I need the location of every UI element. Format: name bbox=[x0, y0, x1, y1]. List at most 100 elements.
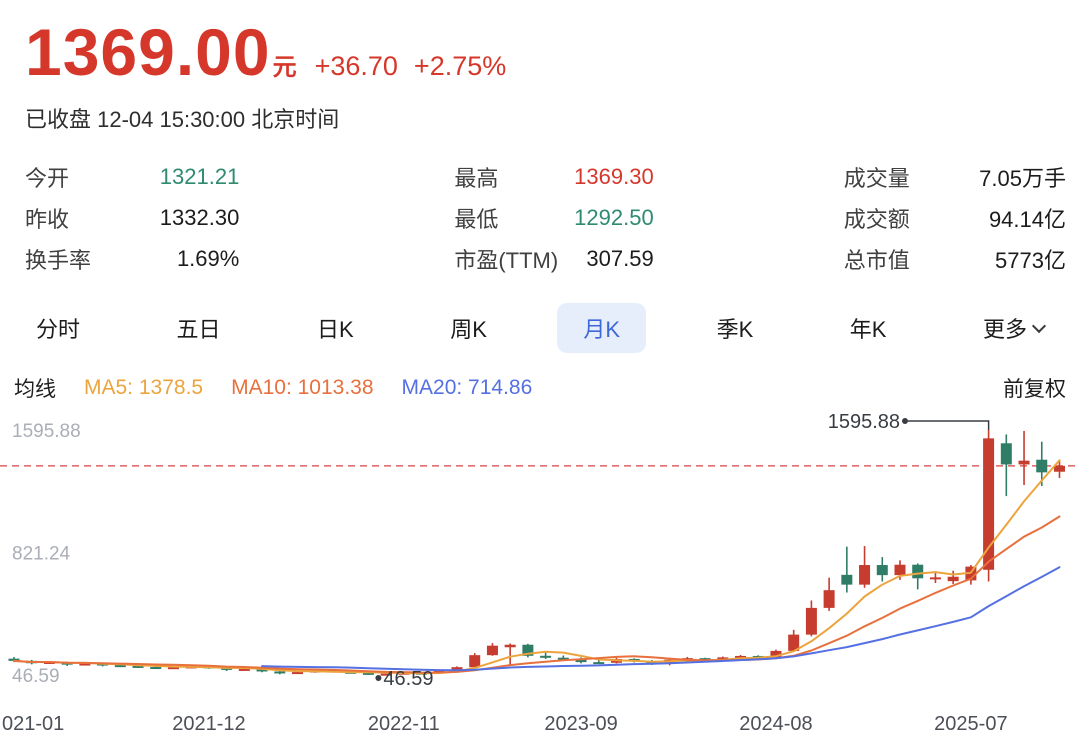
tab-label: 更多 bbox=[982, 317, 1027, 342]
kline-chart-area: 1595.88 821.24 46.59 1595.88 46.59 021-01 2021… bbox=[0, 405, 1080, 736]
x-axis-label: 2024-08 bbox=[739, 713, 812, 735]
candle-body bbox=[593, 662, 605, 665]
stat-value: 1292.50 bbox=[574, 204, 654, 230]
tab-more[interactable]: 更多 bbox=[957, 303, 1070, 353]
tab-label: 年K bbox=[849, 317, 887, 342]
stat-column: 今开 1321.21 昨收 1332.30 换手率 1.69% bbox=[25, 156, 239, 279]
quote-header: 1369.00 元 +36.70 +2.75% 已收盘 12-04 15:30:… bbox=[0, 0, 1080, 134]
candle-body bbox=[894, 564, 906, 576]
candle-body bbox=[451, 667, 463, 671]
stat-value: 1.69% bbox=[176, 245, 240, 271]
candle-body bbox=[1036, 459, 1048, 473]
tab-weekly-k[interactable]: 周K bbox=[424, 303, 513, 353]
stat-column: 最高 1369.30 最低 1292.50 市盈(TTM) 307.59 bbox=[454, 156, 653, 279]
ma-legend-title: 均线 bbox=[14, 378, 56, 401]
candle-body bbox=[522, 644, 534, 656]
tab-minute[interactable]: 分时 bbox=[10, 303, 106, 353]
stat-row: 最低 1292.50 bbox=[454, 197, 653, 238]
tab-label: 分时 bbox=[36, 317, 81, 342]
stat-label: 最高 bbox=[454, 165, 499, 191]
stat-row: 市盈(TTM) 307.59 bbox=[454, 238, 653, 279]
tab-daily-k[interactable]: 日K bbox=[291, 303, 380, 353]
stat-value: 307.59 bbox=[586, 245, 654, 271]
price-change-percent: +2.75% bbox=[413, 51, 507, 81]
currency-unit: 元 bbox=[272, 54, 297, 81]
stat-label: 总市值 bbox=[843, 247, 910, 273]
price-axis-label: 1595.88 bbox=[12, 421, 81, 442]
candle-body bbox=[1018, 460, 1030, 465]
candle-body bbox=[362, 672, 374, 675]
price-axis-label: 821.24 bbox=[12, 543, 71, 564]
candle-body bbox=[1053, 465, 1065, 472]
candle-body bbox=[79, 663, 91, 666]
candle-body bbox=[469, 655, 481, 668]
candle-body bbox=[256, 668, 268, 672]
ma20-line bbox=[261, 566, 1061, 672]
candle-body bbox=[947, 576, 959, 582]
candle-body bbox=[1000, 443, 1012, 465]
candle-body bbox=[167, 667, 179, 670]
stat-label: 今开 bbox=[25, 165, 70, 191]
price-axis-label: 46.59 bbox=[12, 666, 60, 687]
stat-row: 换手率 1.69% bbox=[25, 238, 239, 279]
candle-body bbox=[380, 673, 392, 676]
stat-row: 成交量 7.05万手 bbox=[844, 156, 1066, 197]
x-axis-label: 2023-09 bbox=[544, 713, 617, 735]
stat-label: 市盈(TTM) bbox=[454, 247, 559, 273]
candle-body bbox=[823, 590, 835, 608]
price-adjustment-toggle[interactable]: 前复权 bbox=[1003, 378, 1066, 401]
high-annotation-dot bbox=[902, 418, 908, 424]
tab-monthly-k[interactable]: 月K bbox=[557, 303, 647, 353]
candle-body bbox=[274, 671, 286, 674]
tab-label: 月K bbox=[583, 317, 621, 342]
candle-body bbox=[841, 574, 853, 585]
chart-period-tabs: 分时 五日 日K 周K 月K 季K 年K 更多 bbox=[0, 303, 1080, 353]
candle-body bbox=[770, 650, 782, 658]
tab-label: 季K bbox=[716, 317, 754, 342]
current-price: 1369.00 bbox=[25, 15, 271, 89]
tab-quarterly-k[interactable]: 季K bbox=[691, 303, 780, 353]
candle-body bbox=[486, 645, 498, 656]
candle-body bbox=[805, 607, 817, 635]
candle-body bbox=[150, 667, 162, 670]
stat-value: 7.05万手 bbox=[979, 165, 1066, 191]
stat-label: 成交额 bbox=[843, 206, 910, 232]
tab-yearly-k[interactable]: 年K bbox=[824, 303, 913, 353]
candle-body bbox=[859, 565, 871, 585]
candle-body bbox=[238, 668, 250, 671]
ma10-line bbox=[13, 515, 1061, 674]
candle-body bbox=[575, 659, 587, 663]
stat-label: 最低 bbox=[454, 206, 499, 232]
x-axis-label: 2022-11 bbox=[368, 713, 440, 735]
candle-body bbox=[912, 564, 924, 579]
candle-body bbox=[735, 655, 747, 658]
stat-value: 1369.30 bbox=[574, 163, 654, 189]
candle-body bbox=[983, 438, 995, 570]
stat-label: 换手率 bbox=[25, 247, 92, 273]
price-change: +36.70 bbox=[314, 51, 398, 81]
candle-body bbox=[504, 644, 516, 648]
candle-body bbox=[717, 657, 729, 660]
tab-label: 日K bbox=[317, 317, 354, 342]
candle-body bbox=[540, 655, 552, 658]
tab-5day[interactable]: 五日 bbox=[151, 303, 247, 353]
candle-body bbox=[8, 658, 20, 661]
high-annotation-leader bbox=[908, 420, 990, 430]
candle-body bbox=[132, 665, 144, 668]
stat-row: 成交额 94.14亿 bbox=[844, 197, 1066, 238]
high-annotation: 1595.88 bbox=[828, 411, 900, 433]
stat-value: 94.14亿 bbox=[988, 206, 1066, 232]
stat-value: 1332.30 bbox=[159, 204, 240, 230]
x-axis-label: 021-01 bbox=[2, 713, 64, 735]
monthly-kline-chart[interactable]: 1595.88 821.24 46.59 1595.88 46.59 021-01 2021… bbox=[0, 405, 1080, 736]
low-annotation: 46.59 bbox=[383, 668, 433, 690]
candle-body bbox=[699, 658, 711, 661]
stat-column: 成交量 7.05万手 成交额 94.14亿 总市值 5773亿 bbox=[844, 156, 1066, 279]
x-axis-label: 2025-07 bbox=[934, 713, 1007, 735]
ma10-legend: MA10: 1013.38 bbox=[231, 376, 374, 399]
ma20-legend: MA20: 714.86 bbox=[401, 376, 533, 399]
stat-row: 今开 1321.21 bbox=[25, 156, 239, 197]
low-annotation-dot bbox=[375, 675, 382, 681]
ma-legend-items: MA5: 1378.5 MA10: 1013.38 MA20: 714.86 bbox=[56, 376, 532, 400]
ma5-line bbox=[13, 459, 1061, 675]
